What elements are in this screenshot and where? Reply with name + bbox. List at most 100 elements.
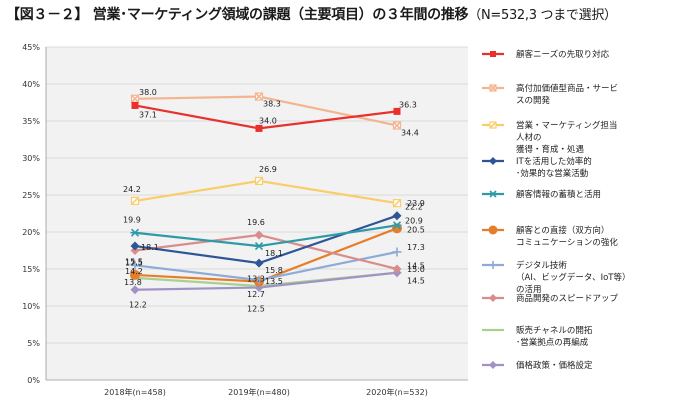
data-label: 38.0 xyxy=(139,88,157,97)
marker-asterisk xyxy=(130,228,140,237)
marker-plus xyxy=(130,260,140,270)
legend-entry-text: 販売チャネルの開拓 xyxy=(516,325,593,336)
legend-entry-text: 顧客との直接（双方向） xyxy=(516,225,609,236)
data-label: 20.9 xyxy=(405,216,423,225)
marker-slash xyxy=(392,199,402,208)
marker-cross xyxy=(392,121,402,130)
data-label: 19.9 xyxy=(123,216,141,225)
data-label: 22.2 xyxy=(405,203,423,212)
legend: 顧客ニーズの先取り対応高付加価値型商品・サービスの開発営業・マーケティング担当人… xyxy=(482,49,630,371)
x-tick-label: 2018年(n=458) xyxy=(104,387,166,397)
marker-plus xyxy=(489,261,497,269)
data-label: 14.5 xyxy=(407,262,425,271)
data-label: 18.1 xyxy=(141,243,159,252)
legend-entry-text: 高付加価値型商品・サービ xyxy=(516,83,618,94)
legend-entry-text: スの開発 xyxy=(516,96,551,106)
data-label: 20.5 xyxy=(407,225,425,234)
data-label: 23.9 xyxy=(407,199,425,208)
data-label: 38.3 xyxy=(263,100,281,109)
y-tick-label: 0% xyxy=(27,376,40,385)
y-tick-label: 10% xyxy=(22,302,40,311)
data-label: 26.9 xyxy=(259,165,277,174)
marker-diamond xyxy=(489,361,497,369)
marker-diamond xyxy=(489,157,497,165)
marker-diamond xyxy=(254,230,264,240)
data-label: 24.2 xyxy=(123,185,141,194)
data-label: 12.5 xyxy=(247,305,265,314)
data-label: 19.6 xyxy=(247,218,265,227)
data-label: 15.0 xyxy=(407,265,425,274)
marker-square xyxy=(131,101,139,109)
marker-slash xyxy=(254,176,264,186)
legend-entry-text: 人材の xyxy=(516,132,542,143)
legend-entry-text: デジタル技術 xyxy=(516,260,567,271)
y-tick-label: 5% xyxy=(27,339,40,348)
y-tick-label: 45% xyxy=(22,43,40,52)
data-label: 17.5 xyxy=(125,259,143,268)
data-label: 13.8 xyxy=(124,278,142,287)
marker-circle xyxy=(130,269,140,280)
marker-diamond xyxy=(254,258,264,268)
marker-cross xyxy=(489,84,497,92)
marker-diamond xyxy=(130,241,140,251)
y-tick-label: 35% xyxy=(22,117,40,126)
marker-plus xyxy=(392,247,402,257)
legend-entry-text: 顧客情報の蓄積と活用 xyxy=(516,189,601,200)
chart-subtitle: （N=532,3 つまで選択） xyxy=(468,8,617,23)
x-tick-label: 2019年(n=480) xyxy=(228,387,290,397)
data-label: 13.5 xyxy=(265,277,283,286)
marker-asterisk xyxy=(254,241,264,251)
legend-entry-text: の活用 xyxy=(516,284,542,295)
legend-entry-text: 獲得・育成・処遇 xyxy=(516,144,585,155)
marker-square xyxy=(490,51,496,57)
marker-asterisk xyxy=(489,190,497,198)
y-tick-label: 30% xyxy=(22,154,40,163)
data-label: 36.3 xyxy=(399,100,417,109)
y-tick-label: 15% xyxy=(22,265,40,274)
legend-entry-text: ･効果的な営業活動 xyxy=(516,168,588,179)
data-label: 34.4 xyxy=(401,128,419,137)
x-axis: 2018年(n=458) 2019年(n=480) 2020年(n=532) xyxy=(104,387,428,397)
marker-circle xyxy=(488,225,498,235)
data-label: 12.2 xyxy=(129,301,147,310)
marker-square xyxy=(393,107,401,115)
data-label: 18.1 xyxy=(265,249,283,258)
marker-diamond xyxy=(392,264,402,274)
x-tick-label: 2020年(n=532) xyxy=(366,387,428,397)
legend-entry-text: ･営業拠点の再編成 xyxy=(516,337,589,348)
marker-diamond xyxy=(489,294,497,302)
series-markers xyxy=(130,92,402,295)
marker-slash xyxy=(130,196,140,205)
data-label: 12.7 xyxy=(247,290,265,299)
data-label: 34.0 xyxy=(259,116,277,125)
legend-entry-text: ITを活用した効率的 xyxy=(516,156,592,167)
y-axis: 0% 5% 10% 15% 20% 25% 30% 35% 40% 45% xyxy=(22,43,47,385)
legend-entry-text: 商品開発のスピードアップ xyxy=(516,293,619,304)
data-label: 17.3 xyxy=(407,243,425,252)
marker-plus xyxy=(254,275,264,285)
y-tick-label: 40% xyxy=(22,80,40,89)
y-tick-label: 25% xyxy=(22,191,40,200)
legend-entry-text: 営業・マーケティング担当 xyxy=(516,120,617,131)
data-label: 14.5 xyxy=(407,277,425,286)
marker-cross xyxy=(130,94,140,103)
data-label: 37.1 xyxy=(139,110,157,119)
legend-entry-text: （AI、ビッグデータ、IoT等） xyxy=(516,272,630,283)
legend-entry-text: 価格政策・価格設定 xyxy=(516,360,593,371)
marker-square xyxy=(255,124,263,132)
legend-entry-text: コミュニケーションの強化 xyxy=(516,237,618,248)
data-label: 15.5 xyxy=(125,257,143,266)
data-labels: 37.1 34.0 36.3 38.0 38.3 34.4 24.2 26.9 23.9 18.1… xyxy=(123,88,425,314)
marker-diamond xyxy=(392,211,402,221)
data-label: 14.2 xyxy=(125,267,143,276)
chart-title: 【図３－２】 営業･マーケティング領域の課題（主要項目）の３年間の推移（N=53… xyxy=(6,4,617,24)
marker-diamond xyxy=(130,285,140,295)
legend-entry-text: 顧客ニーズの先取り対応 xyxy=(516,49,610,60)
data-label: 15.8 xyxy=(265,266,283,275)
marker-cross xyxy=(254,92,264,101)
data-label: 13.3 xyxy=(247,275,265,284)
marker-asterisk xyxy=(392,221,402,230)
marker-slash xyxy=(489,121,497,129)
chart-title-text: 【図３－２】 営業･マーケティング領域の課題（主要項目）の３年間の推移 xyxy=(6,7,469,23)
